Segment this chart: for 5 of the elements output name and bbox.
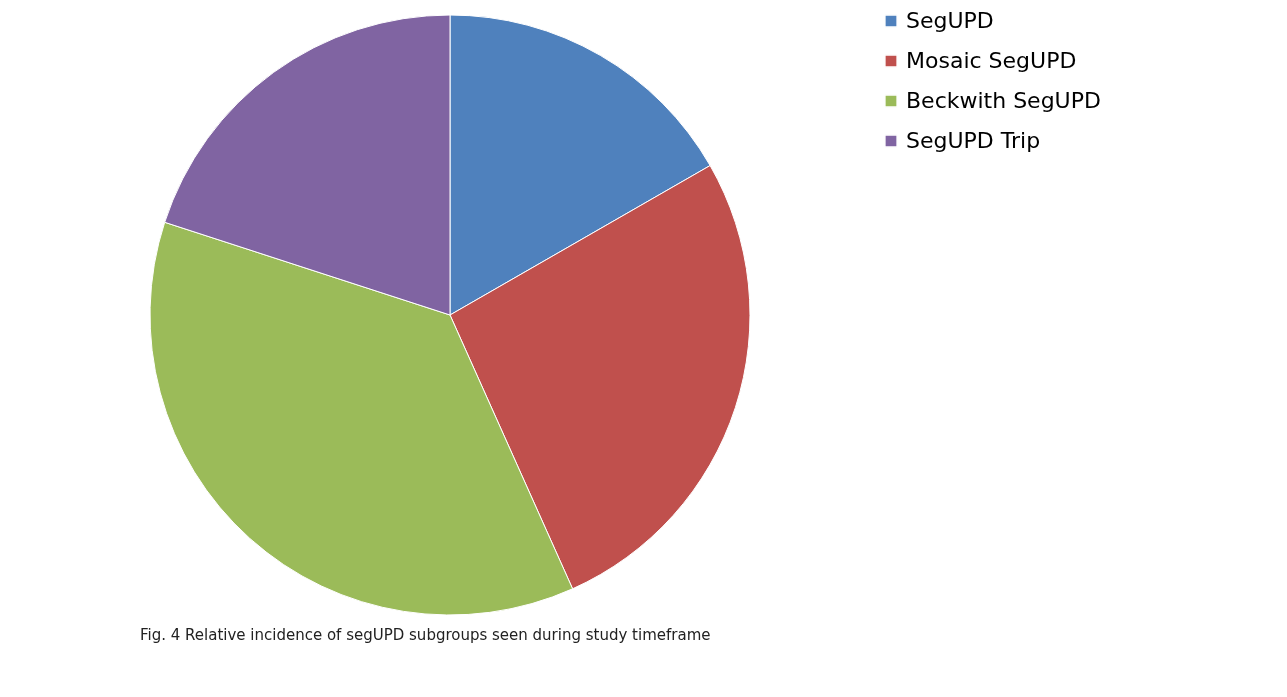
legend-label: Beckwith SegUPD: [906, 88, 1101, 113]
legend-label: Mosaic SegUPD: [906, 48, 1077, 73]
caption: Fig. 4 Relative incidence of segUPD subgroups seen during study timeframe: [140, 626, 711, 644]
legend-label: SegUPD Trip: [906, 128, 1041, 153]
legend-label: SegUPD: [906, 8, 994, 33]
